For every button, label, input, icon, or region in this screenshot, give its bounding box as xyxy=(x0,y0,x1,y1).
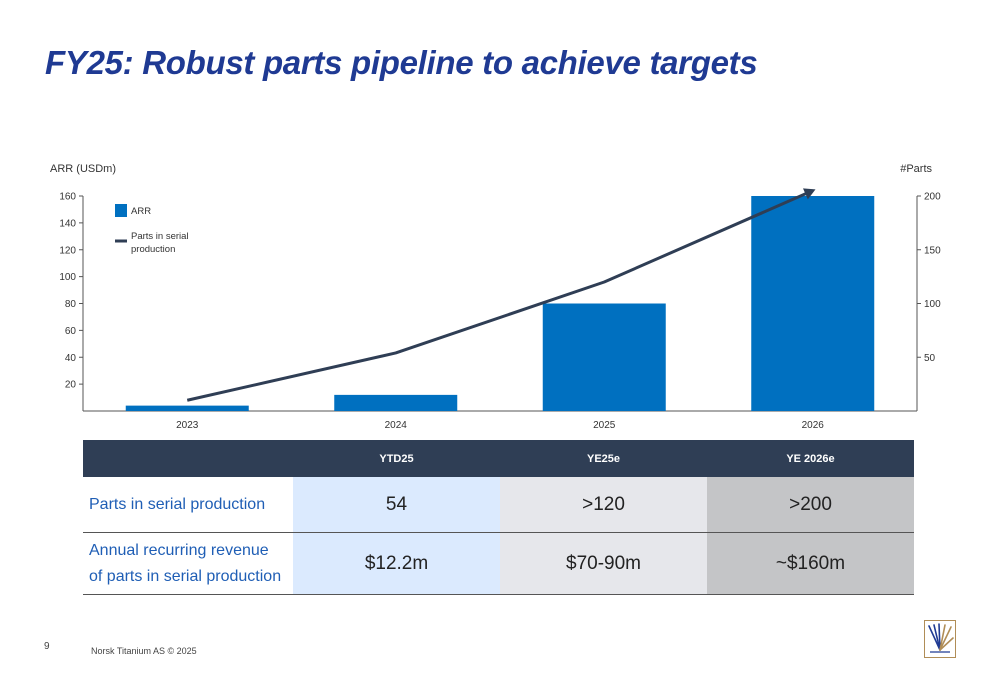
cell-arr-ye2026e: ~$160m xyxy=(707,532,914,595)
footer-copyright: Norsk Titanium AS © 2025 xyxy=(91,646,197,656)
x-tick-label: 2024 xyxy=(385,420,408,431)
cell-arr-ye25e: $70-90m xyxy=(500,532,707,595)
cell-parts-ye2026e: >200 xyxy=(707,477,914,533)
x-tick-label: 2026 xyxy=(802,420,825,431)
row-label-arr: Annual recurring revenue of parts in ser… xyxy=(83,532,293,595)
right-tick-label: 200 xyxy=(924,192,941,203)
left-tick-label: 100 xyxy=(59,272,76,283)
x-tick-label: 2025 xyxy=(593,420,616,431)
row-label-line: of parts in serial production xyxy=(89,567,282,585)
legend-parts-label: production xyxy=(131,244,175,255)
bar-arr-2023 xyxy=(125,405,249,411)
table-header-ye2026e: YE 2026e xyxy=(707,440,914,477)
legend-parts-label: Parts in serial xyxy=(131,231,189,242)
legend-arr-label: ARR xyxy=(131,206,151,217)
table-header-row: YTD25 YE25e YE 2026e xyxy=(83,440,914,477)
left-tick-label: 60 xyxy=(65,326,77,337)
bar-arr-2025 xyxy=(542,303,666,411)
cell-arr-ytd25: $12.2m xyxy=(293,532,500,595)
table-row-parts: Parts in serial production 54 >120 >200 xyxy=(83,477,914,533)
right-tick-label: 100 xyxy=(924,299,941,310)
bar-arr-2024 xyxy=(334,394,458,411)
slide-title: FY25: Robust parts pipeline to achieve t… xyxy=(45,44,758,81)
page-number: 9 xyxy=(44,641,50,652)
table-row-arr: Annual recurring revenue of parts in ser… xyxy=(83,532,914,595)
row-label-line: Parts in serial production xyxy=(89,495,266,513)
left-tick-label: 160 xyxy=(59,192,76,203)
left-tick-label: 40 xyxy=(65,353,77,364)
left-tick-label: 140 xyxy=(59,218,76,229)
left-tick-label: 80 xyxy=(65,299,77,310)
table-header-ye25e: YE25e xyxy=(500,440,707,477)
right-tick-label: 50 xyxy=(924,353,936,364)
right-tick-label: 150 xyxy=(924,245,941,256)
arr-parts-chart: ARR (USDm) #Parts 20 40 60 80 100 120 140 160 50 10… xyxy=(50,163,941,431)
row-label-line: Annual recurring revenue xyxy=(89,541,269,559)
x-tick-label: 2023 xyxy=(176,420,199,431)
norsk-titanium-logo-icon xyxy=(924,620,956,658)
line-parts-in-serial-production xyxy=(186,189,814,402)
left-axis-title: ARR (USDm) xyxy=(50,163,116,175)
right-axis-title: #Parts xyxy=(900,163,932,175)
pipeline-table: YTD25 YE25e YE 2026e Parts in serial pro… xyxy=(83,440,914,595)
left-tick-label: 20 xyxy=(65,380,77,391)
cell-parts-ytd25: 54 xyxy=(293,477,500,533)
left-tick-label: 120 xyxy=(59,245,76,256)
table-header-ytd25: YTD25 xyxy=(293,440,500,477)
row-label-parts: Parts in serial production xyxy=(83,477,293,533)
cell-parts-ye25e: >120 xyxy=(500,477,707,533)
table-header-blank xyxy=(83,440,293,477)
line-arrow-head xyxy=(803,188,816,200)
bar-arr-2026 xyxy=(751,196,875,411)
legend-arr-swatch xyxy=(115,204,127,217)
